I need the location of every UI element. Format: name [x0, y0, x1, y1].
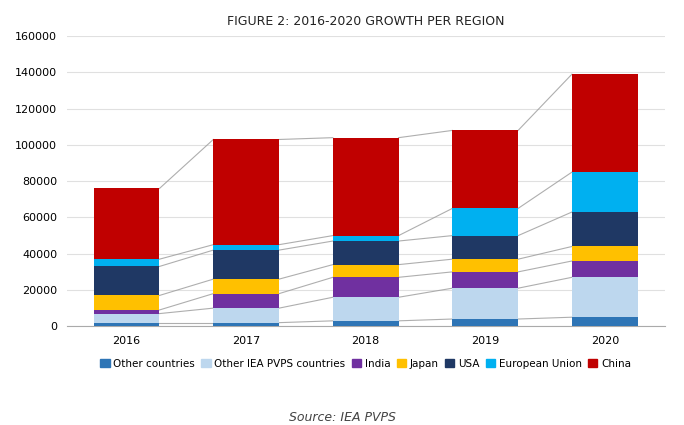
Bar: [213, 323, 279, 326]
Bar: [333, 138, 399, 235]
Bar: [94, 188, 159, 259]
Bar: [572, 212, 637, 246]
Bar: [452, 259, 518, 272]
Bar: [333, 321, 399, 326]
Bar: [333, 241, 399, 265]
Bar: [333, 265, 399, 278]
Bar: [94, 310, 159, 314]
Bar: [94, 266, 159, 295]
Bar: [572, 317, 637, 326]
Bar: [452, 208, 518, 235]
Legend: Other countries, Other IEA PVPS countries, India, Japan, USA, European Union, Ch: Other countries, Other IEA PVPS countrie…: [96, 355, 635, 373]
Bar: [94, 314, 159, 323]
Bar: [213, 294, 279, 308]
Bar: [94, 323, 159, 326]
Bar: [213, 245, 279, 250]
Bar: [94, 259, 159, 266]
Bar: [94, 295, 159, 310]
Bar: [452, 235, 518, 259]
Bar: [213, 308, 279, 323]
Bar: [213, 279, 279, 294]
Bar: [213, 139, 279, 245]
Bar: [333, 235, 399, 241]
Bar: [572, 261, 637, 278]
Title: FIGURE 2: 2016-2020 GROWTH PER REGION: FIGURE 2: 2016-2020 GROWTH PER REGION: [227, 15, 505, 28]
Bar: [213, 250, 279, 279]
Bar: [572, 74, 637, 172]
Bar: [452, 272, 518, 288]
Bar: [452, 319, 518, 326]
Bar: [333, 297, 399, 321]
Text: Source: IEA PVPS: Source: IEA PVPS: [289, 411, 395, 424]
Bar: [572, 246, 637, 261]
Bar: [572, 172, 637, 212]
Bar: [572, 278, 637, 317]
Bar: [333, 278, 399, 297]
Bar: [452, 130, 518, 208]
Bar: [452, 288, 518, 319]
